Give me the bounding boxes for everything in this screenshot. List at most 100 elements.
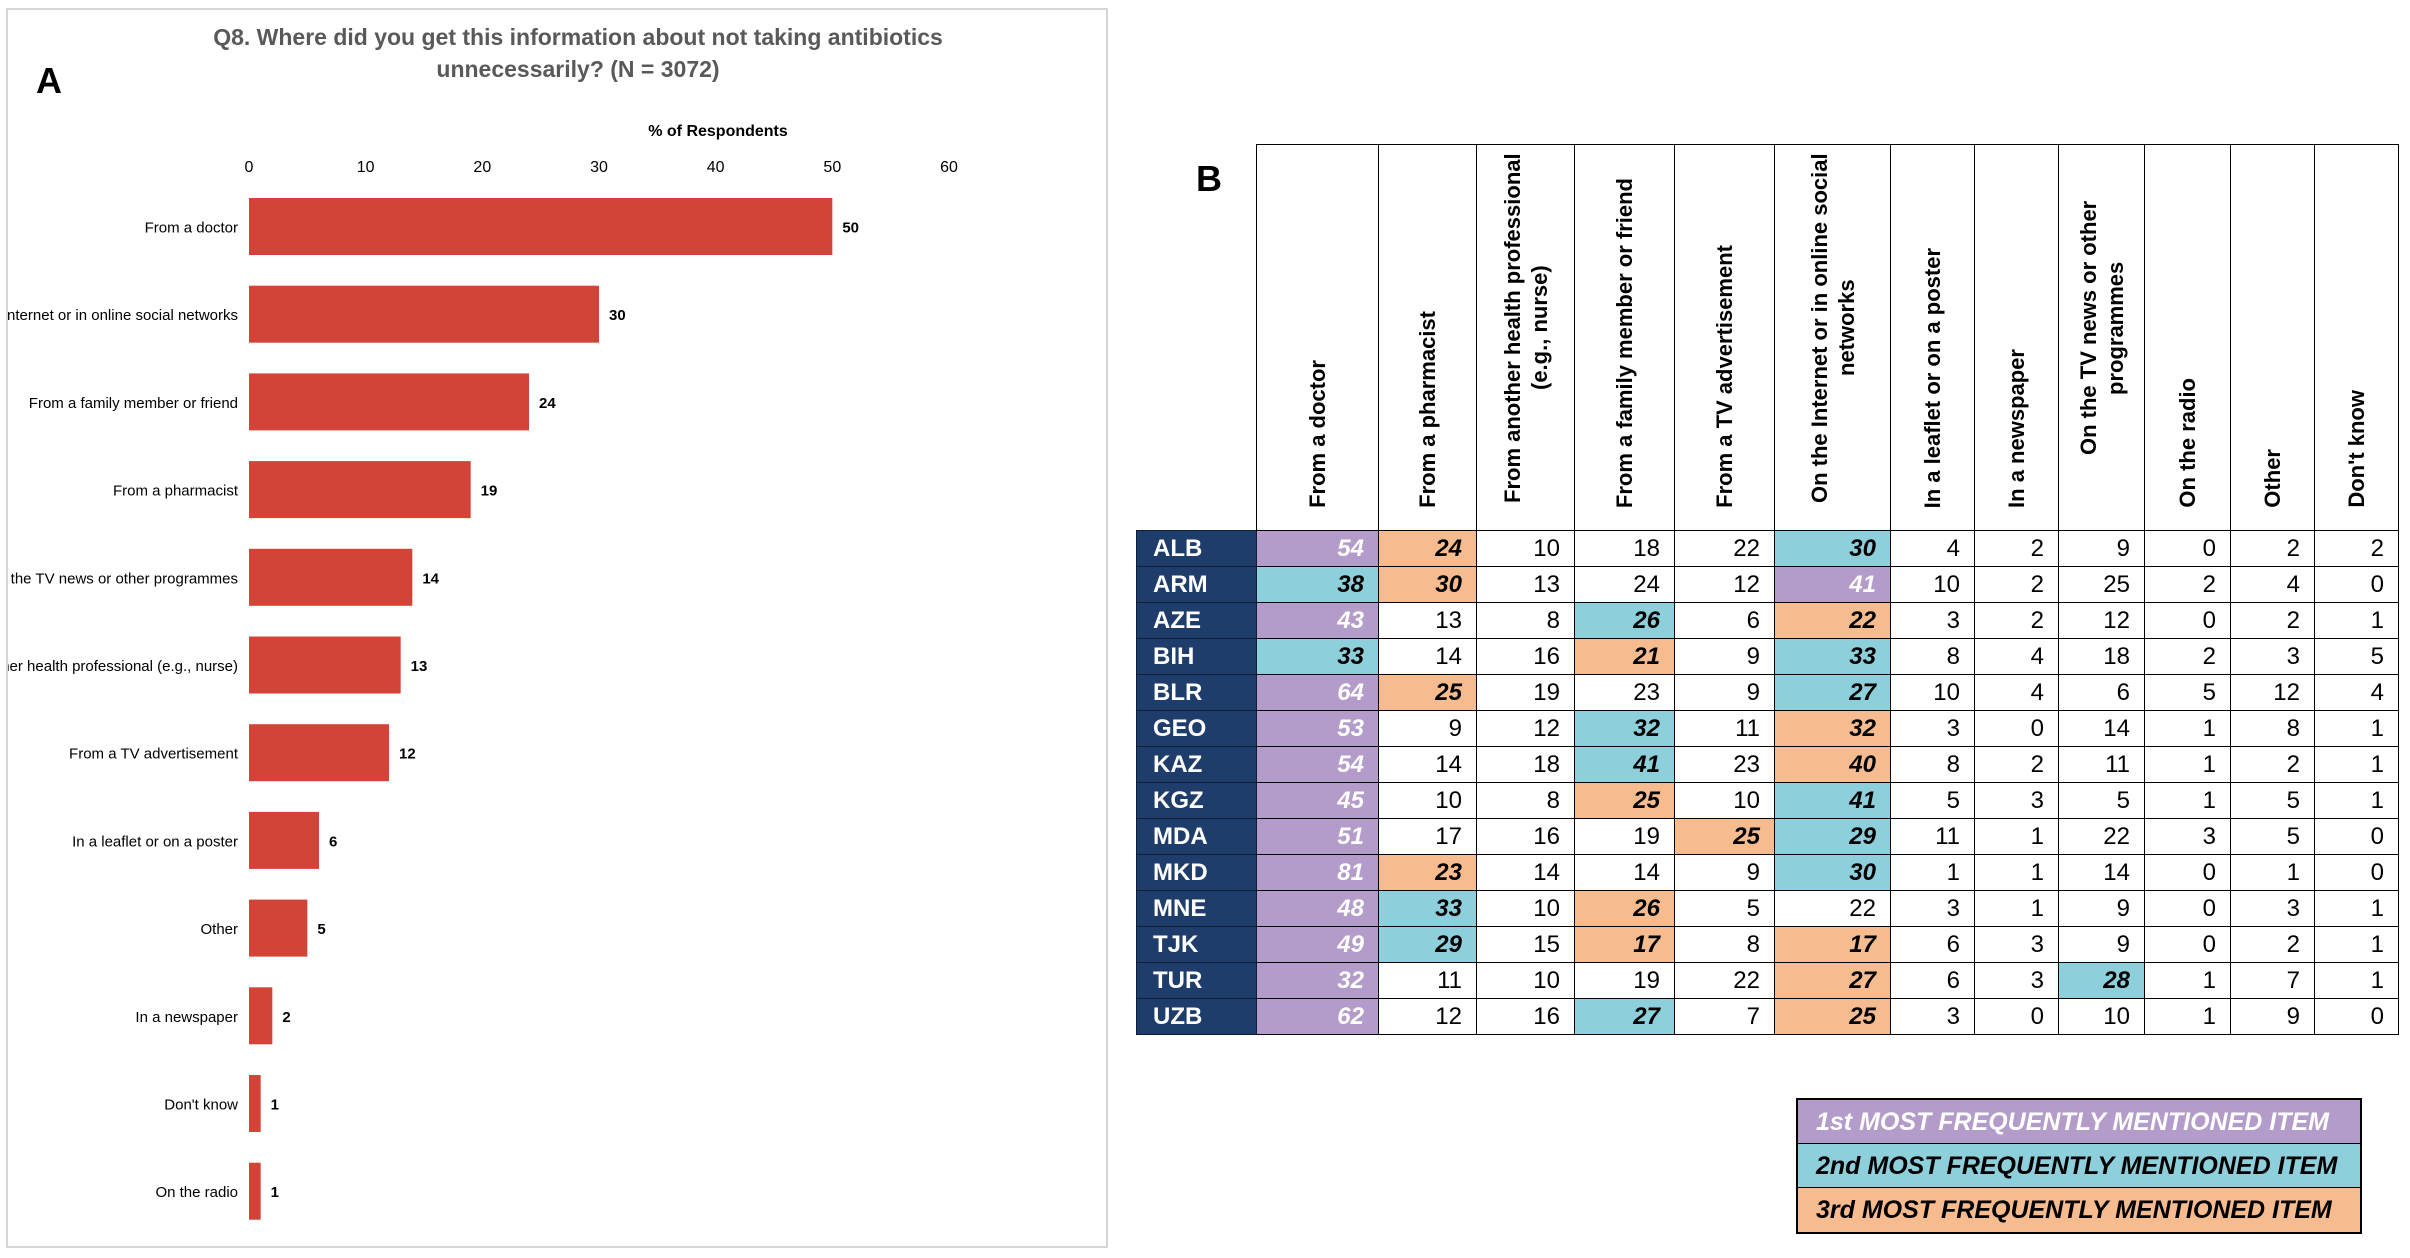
table-cell: 62	[1256, 998, 1379, 1035]
table-cell: 10	[1378, 782, 1477, 819]
country-code: AZE	[1136, 602, 1257, 639]
table-cell: 1	[2314, 926, 2399, 963]
table-cell: 2	[1974, 530, 2059, 567]
data-label: 13	[411, 658, 428, 675]
table-cell: 33	[1378, 890, 1477, 927]
table-cell: 3	[1974, 962, 2059, 999]
table-cell: 23	[1378, 854, 1477, 891]
table-cell: 9	[1674, 854, 1775, 891]
table-cell: 38	[1256, 566, 1379, 603]
table-cell: 10	[1674, 782, 1775, 819]
country-code: GEO	[1136, 710, 1257, 747]
country-code: KAZ	[1136, 746, 1257, 783]
table-cell: 5	[1890, 782, 1975, 819]
data-label: 1	[271, 1097, 279, 1114]
table-cell: 2	[1974, 566, 2059, 603]
table-cell: 1	[1974, 818, 2059, 855]
category-label: From another health professional (e.g., …	[8, 658, 238, 675]
table-cell: 13	[1378, 602, 1477, 639]
table-row: GEO 53 9 12 32 11 32 3 0 14 1 8 1	[1136, 710, 2399, 747]
country-code: ARM	[1136, 566, 1257, 603]
col-header: On the Internet or in online social netw…	[1774, 144, 1891, 531]
table-cell: 40	[1774, 746, 1891, 783]
bar	[249, 198, 833, 255]
table-cell: 1	[2314, 962, 2399, 999]
table-cell: 14	[1574, 854, 1675, 891]
col-header: On the radio	[2144, 144, 2231, 531]
table-cell: 32	[1774, 710, 1891, 747]
table-cell: 0	[2314, 854, 2399, 891]
table-cell: 5	[2144, 674, 2231, 711]
bar	[249, 636, 401, 694]
table-cell: 6	[2058, 674, 2145, 711]
table-cell: 15	[1476, 926, 1575, 963]
table-cell: 25	[1774, 998, 1891, 1035]
col-header: In a leaflet or on a poster	[1890, 144, 1975, 531]
table-cell: 14	[1378, 746, 1477, 783]
data-label: 19	[481, 483, 498, 500]
table-cell: 17	[1574, 926, 1675, 963]
table-cell: 19	[1574, 962, 1675, 999]
panel-a-letter: A	[36, 60, 62, 101]
country-code: TJK	[1136, 926, 1257, 963]
table-row: BIH 33 14 16 21 9 33 8 4 18 2 3 5	[1136, 638, 2399, 675]
table-cell: 0	[2314, 998, 2399, 1035]
table-cell: 17	[1378, 818, 1477, 855]
table-cell: 8	[1476, 602, 1575, 639]
table-cell: 32	[1574, 710, 1675, 747]
table-cell: 1	[2144, 962, 2231, 999]
table-cell: 54	[1256, 746, 1379, 783]
table-cell: 0	[2144, 890, 2231, 927]
country-table: From a doctor From a pharmacist From ano…	[1136, 144, 2399, 1035]
table-cell: 41	[1574, 746, 1675, 783]
col-header: Don't know	[2314, 144, 2399, 531]
x-tick-label: 20	[473, 159, 491, 176]
table-cell: 0	[1974, 710, 2059, 747]
country-code: BIH	[1136, 638, 1257, 675]
country-code: UZB	[1136, 998, 1257, 1035]
table-cell: 29	[1378, 926, 1477, 963]
table-cell: 53	[1256, 710, 1379, 747]
table-cell: 13	[1476, 566, 1575, 603]
table-cell: 2	[2230, 602, 2315, 639]
chart-title-line1: Q8. Where did you get this information a…	[213, 24, 943, 50]
category-label: On the radio	[155, 1184, 238, 1201]
table-cell: 1	[2314, 602, 2399, 639]
table-cell: 10	[1476, 890, 1575, 927]
x-tick-label: 40	[707, 159, 725, 176]
table-cell: 3	[1890, 998, 1975, 1035]
bar	[249, 899, 308, 957]
table-cell: 2	[2230, 530, 2315, 567]
legend-rank3: 3rd MOST FREQUENTLY MENTIONED ITEM	[1798, 1188, 2360, 1232]
col-header: From a family member or friend	[1574, 144, 1675, 531]
table-cell: 3	[1890, 602, 1975, 639]
table-cell: 23	[1574, 674, 1675, 711]
data-label: 5	[317, 921, 325, 938]
table-cell: 25	[1574, 782, 1675, 819]
panel-b-letter: B	[1196, 158, 1222, 199]
table-cell: 10	[1476, 962, 1575, 999]
table-cell: 2	[1974, 602, 2059, 639]
table-cell: 14	[2058, 710, 2145, 747]
table-cell: 14	[1476, 854, 1575, 891]
table-cell: 1	[2144, 710, 2231, 747]
table-cell: 28	[2058, 962, 2145, 999]
table-cell: 16	[1476, 998, 1575, 1035]
panel-a: Q8. Where did you get this information a…	[6, 8, 1108, 1248]
data-label: 24	[539, 395, 556, 412]
legend-rank2: 2nd MOST FREQUENTLY MENTIONED ITEM	[1798, 1144, 2360, 1188]
category-label: From a TV advertisement	[69, 746, 239, 763]
col-header: From a doctor	[1256, 144, 1379, 531]
x-tick-label: 0	[245, 159, 254, 176]
table-cell: 19	[1476, 674, 1575, 711]
bar	[249, 987, 273, 1045]
table-cell: 81	[1256, 854, 1379, 891]
table-cell: 1	[2314, 782, 2399, 819]
table-cell: 1	[2230, 854, 2315, 891]
table-cell: 6	[1890, 962, 1975, 999]
bar-chart: Q8. Where did you get this information a…	[8, 24, 958, 1220]
table-cell: 16	[1476, 638, 1575, 675]
data-label: 2	[282, 1009, 290, 1026]
table-cell: 7	[2230, 962, 2315, 999]
table-cell: 7	[1674, 998, 1775, 1035]
